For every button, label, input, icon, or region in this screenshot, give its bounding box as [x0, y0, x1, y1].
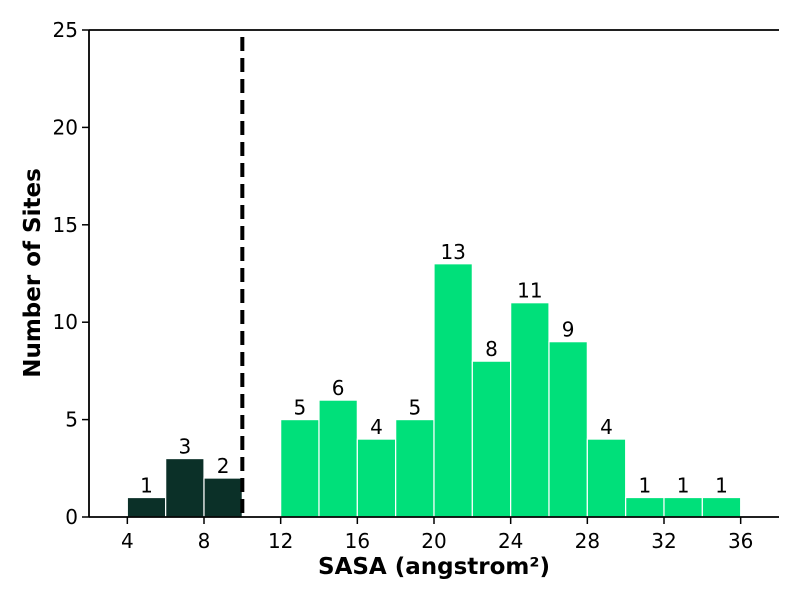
- x-tick-label: 8: [198, 529, 211, 553]
- bar-value-label: 2: [217, 454, 230, 478]
- bar-value-label: 11: [517, 279, 542, 303]
- histogram-bar: [510, 302, 550, 518]
- y-tick-label: 25: [53, 18, 78, 42]
- x-tick-label: 12: [268, 529, 293, 553]
- y-tick-label: 0: [65, 505, 78, 529]
- x-axis-title: SASA (angstrom²): [318, 554, 550, 580]
- histogram-bar: [318, 399, 358, 518]
- bar-value-label: 4: [370, 415, 383, 439]
- bars-layer: [126, 263, 742, 518]
- histogram-bar: [126, 496, 167, 518]
- bar-value-label: 3: [178, 435, 191, 459]
- histogram-bar: [701, 496, 742, 518]
- x-tick-label: 4: [121, 529, 134, 553]
- histogram-bar: [395, 419, 435, 518]
- bar-value-label: 9: [562, 318, 575, 342]
- histogram-bar: [356, 438, 397, 518]
- bar-value-label: 13: [440, 240, 465, 264]
- x-tick-label: 28: [575, 529, 600, 553]
- histogram-bar: [625, 496, 665, 518]
- bar-value-label: 1: [715, 474, 728, 498]
- y-tick-label: 20: [53, 115, 78, 139]
- histogram-bar: [165, 457, 205, 518]
- histogram-bar: [548, 341, 588, 518]
- histogram-bar: [663, 496, 703, 518]
- bar-value-label: 5: [408, 396, 421, 420]
- bar-value-label: 6: [332, 376, 345, 400]
- y-tick-label: 5: [65, 408, 78, 432]
- bar-value-label: 1: [677, 474, 690, 498]
- x-ticks-layer: 4 8 12 16 20 24 28 32 36: [121, 517, 753, 553]
- bar-value-label: 4: [600, 415, 613, 439]
- histogram-bar: [433, 263, 473, 518]
- histogram-bar: [471, 360, 512, 518]
- bar-value-label: 1: [140, 474, 153, 498]
- bar-value-label: 8: [485, 337, 498, 361]
- bar-value-label: 5: [293, 396, 306, 420]
- y-tick-label: 10: [53, 310, 78, 334]
- bar-value-label: 1: [638, 474, 651, 498]
- x-tick-label: 16: [345, 529, 370, 553]
- x-tick-label: 24: [498, 529, 523, 553]
- histogram-bar: [280, 419, 320, 518]
- y-axis-title: Number of Sites: [20, 168, 46, 378]
- histogram-bar: [586, 438, 627, 518]
- y-tick-label: 15: [53, 213, 78, 237]
- x-tick-label: 32: [651, 529, 676, 553]
- histogram-bar: [203, 477, 243, 518]
- y-ticks-layer: 0 5 10 15 20 25: [53, 18, 89, 529]
- x-tick-label: 20: [421, 529, 446, 553]
- x-tick-label: 36: [728, 529, 753, 553]
